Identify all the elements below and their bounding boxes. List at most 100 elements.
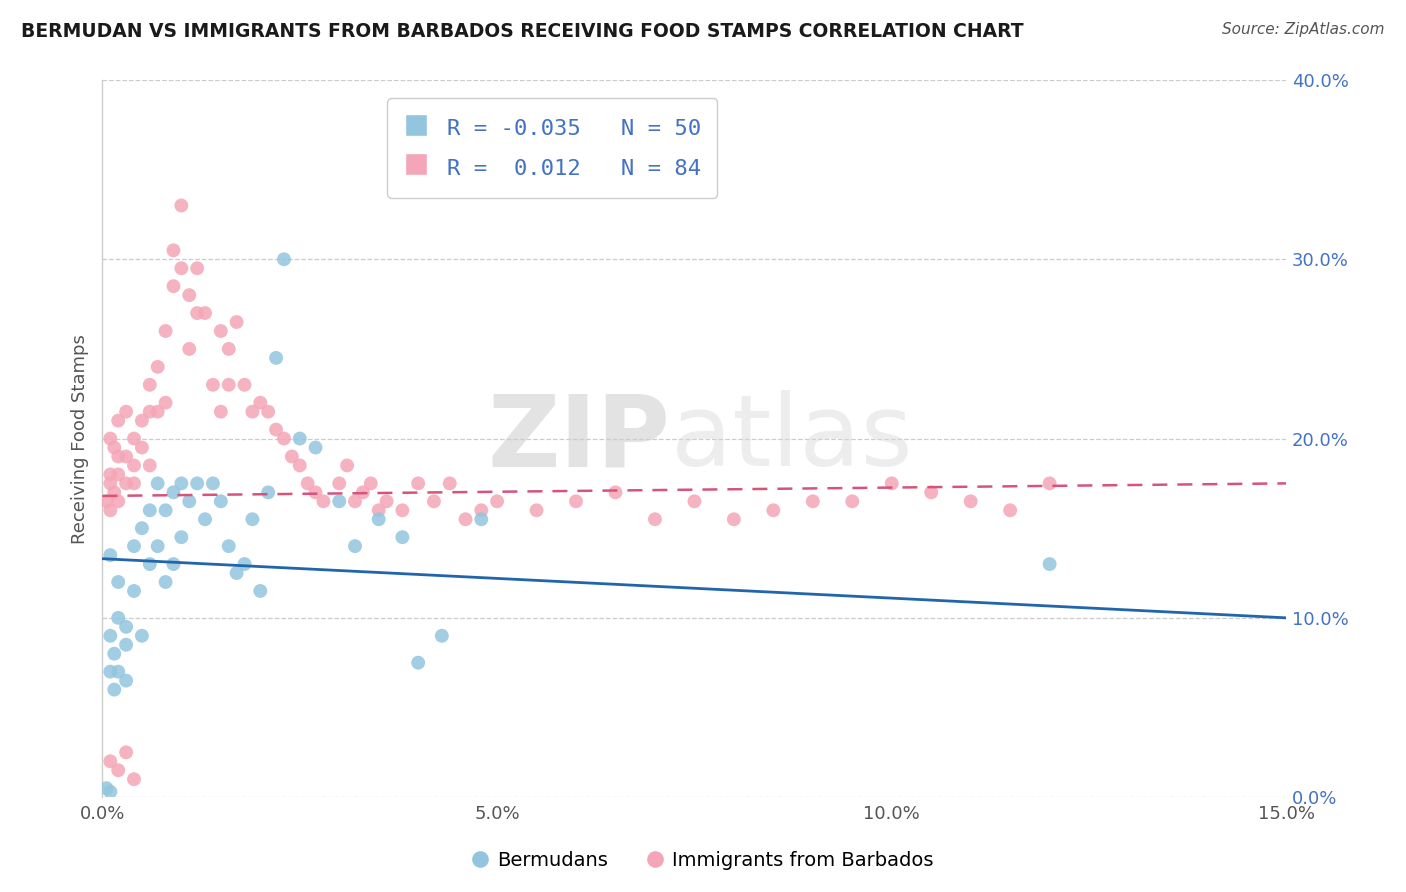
Point: [249, 584, 271, 599]
Point: [107, 494, 129, 508]
Point: [179, 288, 201, 302]
Point: [122, 476, 145, 491]
Point: [115, 405, 138, 419]
Point: [139, 557, 162, 571]
Text: BERMUDAN VS IMMIGRANTS FROM BARBADOS RECEIVING FOOD STAMPS CORRELATION CHART: BERMUDAN VS IMMIGRANTS FROM BARBADOS REC…: [21, 22, 1024, 41]
Text: Source: ZipAtlas.com: Source: ZipAtlas.com: [1222, 22, 1385, 37]
Point: [162, 485, 184, 500]
Point: [96, 781, 118, 796]
Point: [841, 494, 863, 508]
Point: [122, 584, 145, 599]
Point: [257, 485, 280, 500]
Point: [264, 351, 287, 365]
Point: [155, 324, 177, 338]
Point: [122, 539, 145, 553]
Point: [139, 405, 162, 419]
Point: [98, 665, 121, 679]
Point: [162, 244, 184, 258]
Point: [257, 405, 280, 419]
Point: [367, 512, 389, 526]
Point: [406, 476, 429, 491]
Point: [297, 476, 319, 491]
Point: [288, 458, 311, 473]
Point: [98, 754, 121, 768]
Point: [131, 629, 153, 643]
Point: [328, 476, 350, 491]
Point: [107, 611, 129, 625]
Legend: R = -0.035   N = 50, R =  0.012   N = 84: R = -0.035 N = 50, R = 0.012 N = 84: [388, 98, 717, 198]
Point: [343, 539, 366, 553]
Point: [146, 539, 169, 553]
Point: [288, 432, 311, 446]
Point: [683, 494, 706, 508]
Point: [98, 476, 121, 491]
Point: [103, 647, 125, 661]
Point: [186, 261, 208, 276]
Point: [98, 432, 121, 446]
Point: [115, 476, 138, 491]
Point: [367, 503, 389, 517]
Point: [801, 494, 824, 508]
Point: [312, 494, 335, 508]
Point: [218, 377, 240, 392]
Point: [959, 494, 981, 508]
Point: [139, 503, 162, 517]
Point: [98, 548, 121, 562]
Point: [131, 441, 153, 455]
Point: [201, 476, 224, 491]
Point: [115, 638, 138, 652]
Point: [170, 261, 193, 276]
Point: [343, 494, 366, 508]
Point: [470, 503, 492, 517]
Point: [352, 485, 374, 500]
Point: [454, 512, 477, 526]
Point: [131, 414, 153, 428]
Point: [218, 342, 240, 356]
Point: [264, 423, 287, 437]
Point: [486, 494, 509, 508]
Point: [225, 566, 247, 580]
Point: [155, 574, 177, 589]
Point: [103, 485, 125, 500]
Point: [920, 485, 942, 500]
Point: [526, 503, 548, 517]
Point: [233, 557, 256, 571]
Point: [115, 620, 138, 634]
Point: [155, 503, 177, 517]
Point: [139, 377, 162, 392]
Point: [122, 772, 145, 787]
Text: ZIP: ZIP: [488, 390, 671, 487]
Point: [115, 745, 138, 759]
Point: [218, 539, 240, 553]
Point: [360, 476, 382, 491]
Point: [605, 485, 627, 500]
Point: [131, 521, 153, 535]
Point: [122, 458, 145, 473]
Point: [273, 252, 295, 267]
Point: [304, 441, 326, 455]
Point: [209, 405, 232, 419]
Point: [439, 476, 461, 491]
Point: [162, 279, 184, 293]
Point: [139, 458, 162, 473]
Point: [242, 405, 264, 419]
Point: [762, 503, 785, 517]
Point: [122, 432, 145, 446]
Point: [242, 512, 264, 526]
Point: [98, 785, 121, 799]
Point: [96, 494, 118, 508]
Y-axis label: Receiving Food Stamps: Receiving Food Stamps: [72, 334, 89, 543]
Point: [179, 342, 201, 356]
Point: [115, 450, 138, 464]
Point: [644, 512, 666, 526]
Point: [170, 476, 193, 491]
Point: [98, 629, 121, 643]
Point: [209, 324, 232, 338]
Point: [186, 306, 208, 320]
Point: [146, 476, 169, 491]
Point: [107, 467, 129, 482]
Point: [328, 494, 350, 508]
Point: [155, 395, 177, 409]
Point: [98, 503, 121, 517]
Point: [304, 485, 326, 500]
